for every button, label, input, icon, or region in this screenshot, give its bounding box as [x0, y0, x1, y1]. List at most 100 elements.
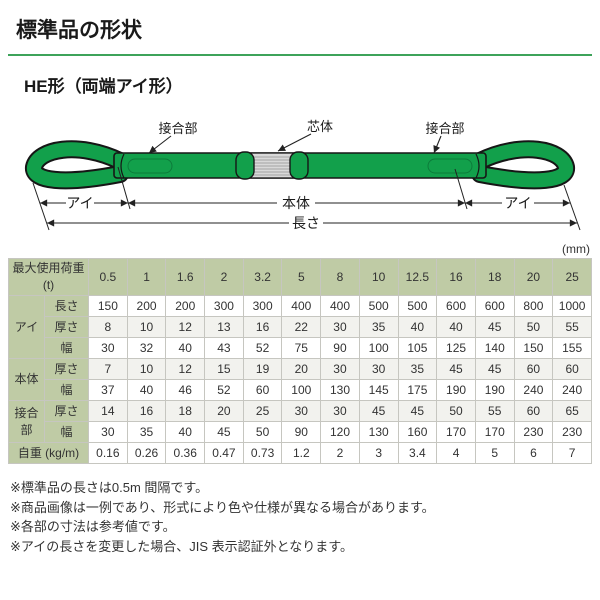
spec-table: 最大使用荷重 (t) 0.5 1 1.6 2 3.2 5 8 10 12.5 16 18 20 25 アイ… [7, 258, 592, 464]
col-header-value: 20 [513, 258, 554, 296]
col-header-value: 10 [358, 258, 399, 296]
label-length: 長さ [292, 215, 320, 231]
col-header-value: 2 [204, 258, 244, 296]
eye-loop-left [25, 140, 129, 190]
table-cell: 0.36 [165, 442, 206, 464]
table-cell: 75 [281, 337, 322, 359]
table-cell: 7 [552, 442, 592, 464]
table-cell: 55 [552, 316, 592, 338]
notes-list: ※標準品の長さは0.5m 間隔です。 ※商品画像は一例であり、形式により色や仕様が… [10, 478, 592, 556]
table-cell: 30 [320, 400, 360, 422]
table-row: 幅 30 35 40 45 50 90 120 130 160 170 170 230 230 [9, 421, 592, 443]
row-weight-label: 自重 (kg/m) [7, 442, 90, 464]
row-sub-label: 長さ [43, 295, 90, 317]
table-cell: 400 [281, 295, 322, 317]
table-cell: 35 [126, 421, 167, 443]
table-cell: 140 [474, 337, 515, 359]
fold-seam-left [120, 153, 125, 179]
table-cell: 7 [88, 358, 128, 380]
table-cell: 12 [165, 316, 206, 338]
table-cell: 170 [436, 421, 476, 443]
title-underline [8, 54, 592, 56]
table-cell: 100 [358, 337, 399, 359]
table-cell: 45 [474, 316, 515, 338]
col-header-value: 0.5 [88, 258, 128, 296]
table-cell: 32 [126, 337, 167, 359]
table-cell: 90 [320, 337, 360, 359]
row-sub-label: 幅 [43, 379, 90, 401]
table-cell: 40 [165, 337, 206, 359]
table-cell: 100 [281, 379, 322, 401]
table-cell: 500 [358, 295, 399, 317]
label-eye-right: アイ [504, 195, 531, 211]
table-cell: 125 [436, 337, 476, 359]
table-header-row: 最大使用荷重 (t) 0.5 1 1.6 2 3.2 5 8 10 12.5 16 18 20 25 [7, 258, 592, 296]
label-eye-left: アイ [66, 195, 93, 211]
col-header-value: 8 [320, 258, 360, 296]
row-sub-label: 厚さ [43, 400, 90, 422]
row-sub-label: 幅 [43, 421, 90, 443]
core-cap-left [235, 151, 255, 180]
label-joint-left: 接合部 [158, 121, 197, 136]
table-cell: 5 [474, 442, 515, 464]
label-body: 本体 [282, 195, 310, 211]
table-cell: 30 [320, 316, 360, 338]
table-cell: 40 [397, 316, 438, 338]
note-line: ※商品画像は一例であり、形式により色や仕様が異なる場合があります。 [10, 499, 435, 515]
table-cell: 4 [436, 442, 476, 464]
table-cell: 145 [358, 379, 399, 401]
table-cell: 20 [204, 400, 244, 422]
unit-label: (mm) [562, 242, 590, 256]
table-row: 本体 厚さ 7 10 12 15 19 20 30 30 35 45 45 60 60 [8, 358, 592, 401]
table-cell: 2 [320, 442, 360, 464]
table-cell: 240 [513, 379, 554, 401]
table-cell: 20 [281, 358, 322, 380]
table-cell: 13 [204, 316, 244, 338]
col-header-value: 3.2 [242, 258, 283, 296]
table-cell: 500 [397, 295, 438, 317]
table-cell: 60 [513, 358, 554, 380]
table-cell: 10 [126, 316, 167, 338]
table-cell: 600 [474, 295, 515, 317]
table-cell: 50 [513, 316, 554, 338]
table-cell: 1000 [552, 295, 592, 317]
arrow-joint-right [433, 135, 442, 154]
label-joint-right: 接合部 [425, 121, 464, 136]
table-cell: 300 [242, 295, 283, 317]
table-cell: 600 [436, 295, 476, 317]
table-cell: 65 [552, 400, 592, 422]
table-cell: 0.73 [242, 442, 283, 464]
table-cell: 30 [320, 358, 360, 380]
table-cell: 30 [358, 358, 399, 380]
table-cell: 230 [513, 421, 554, 443]
col-header-value: 18 [474, 258, 515, 296]
table-cell: 37 [88, 379, 128, 401]
table-cell: 60 [552, 358, 592, 380]
table-row: 接合部 厚さ 14 16 18 20 25 30 30 45 45 50 55 60 65 [8, 400, 592, 443]
table-cell: 40 [165, 421, 206, 443]
row-group-label: 本体 [8, 358, 45, 401]
table-cell: 52 [204, 379, 244, 401]
spec-table-body: アイ 長さ 150 200 200 300 300 400 400 500 500 600 600 800… [7, 295, 592, 464]
table-cell: 130 [320, 379, 360, 401]
arrow-core [277, 133, 312, 152]
row-sub-label: 厚さ [43, 358, 90, 380]
col-header-value: 12.5 [397, 258, 438, 296]
row-group-label: アイ [8, 295, 45, 359]
sling-diagram-svg: 接合部 芯体 接合部 アイ 本体 [25, 119, 581, 231]
note-line: ※標準品の長さは0.5m 間隔です。 [10, 480, 209, 495]
table-cell: 3 [358, 442, 399, 464]
col-header-value: 1.6 [165, 258, 206, 296]
col-header-value: 16 [436, 258, 476, 296]
table-cell: 60 [513, 400, 554, 422]
table-cell: 45 [358, 400, 399, 422]
table-row: 幅 37 40 46 52 60 100 130 145 175 190 190 240 240 [9, 379, 592, 401]
table-cell: 8 [88, 316, 128, 338]
table-cell: 12 [165, 358, 206, 380]
table-cell: 25 [242, 400, 283, 422]
table-cell: 105 [397, 337, 438, 359]
table-cell: 3.4 [397, 442, 438, 464]
col-header-value: 5 [281, 258, 322, 296]
table-row: 幅 30 32 40 43 52 75 90 100 105 125 140 150 155 [9, 337, 592, 359]
eye-loop-right [471, 140, 575, 190]
